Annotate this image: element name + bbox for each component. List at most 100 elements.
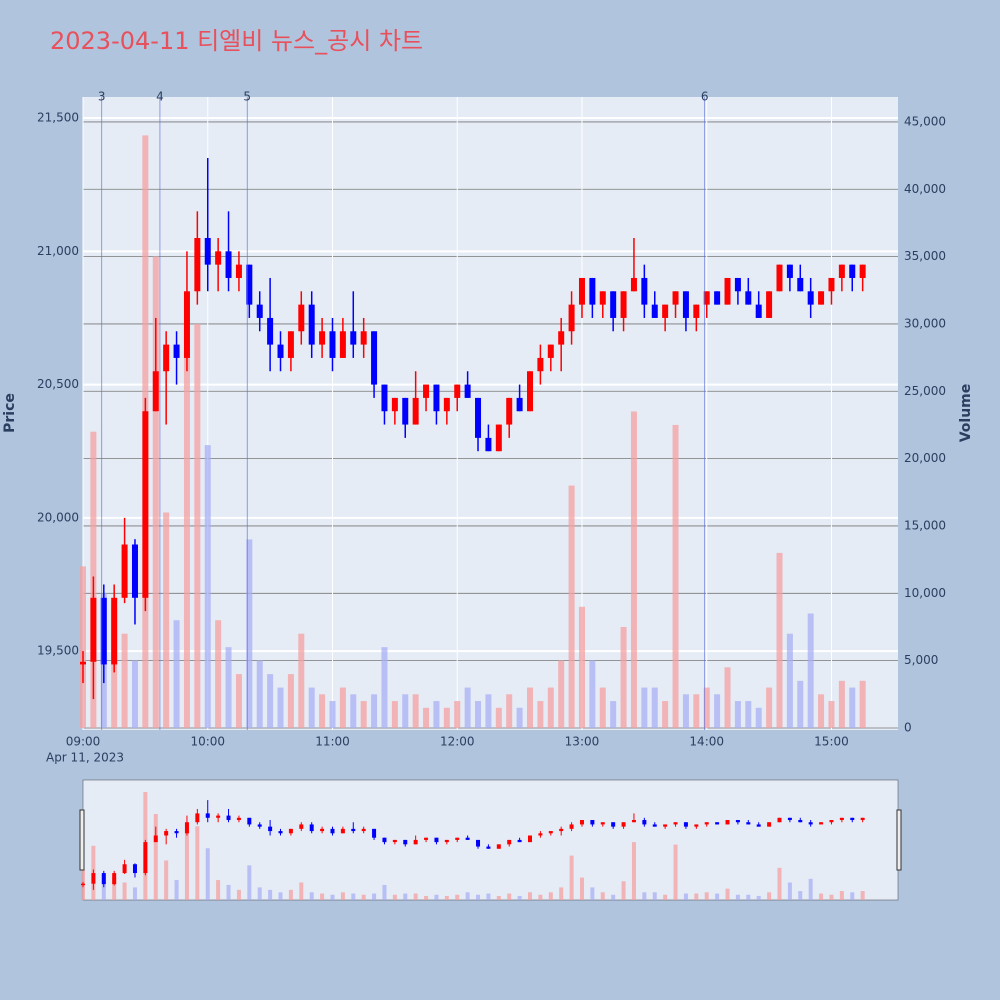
volume-bar <box>152 256 159 728</box>
volume-bar <box>350 694 357 728</box>
mini-volume-bar <box>631 842 636 900</box>
mini-candle-body <box>309 824 314 832</box>
mini-volume-bar <box>704 892 709 900</box>
mini-volume-bar <box>673 844 678 900</box>
mini-candle-body <box>579 820 584 825</box>
volume-bar <box>610 701 617 728</box>
mini-candle-body <box>361 828 366 832</box>
candle-body <box>485 437 492 452</box>
volume-bar <box>651 687 658 728</box>
mini-volume-bar <box>299 882 304 900</box>
mini-candle-body <box>787 817 792 821</box>
range-slider[interactable] <box>82 779 899 901</box>
mini-volume-bar <box>590 887 595 900</box>
candle-body <box>267 317 274 345</box>
mini-volume-bar <box>444 895 449 900</box>
candle-body <box>506 397 513 425</box>
candle-body <box>277 344 284 358</box>
y-tick-label: 19,500 <box>37 644 79 658</box>
mini-candle-body <box>195 813 200 823</box>
mini-volume-bar <box>382 884 387 900</box>
mini-candle-body <box>600 822 605 825</box>
mini-volume-bar <box>184 831 189 900</box>
mini-volume-bar <box>236 889 241 900</box>
candle-body <box>703 291 710 305</box>
mini-volume-bar <box>392 894 397 900</box>
volume-bar <box>443 707 450 728</box>
mini-volume-bar <box>486 893 491 900</box>
y2-tick-label: 45,000 <box>904 114 946 128</box>
mini-candle-body <box>808 822 813 825</box>
candle-body <box>693 304 700 318</box>
candle-body <box>163 344 170 372</box>
volume-bar <box>506 694 513 728</box>
volume-bar <box>672 424 679 728</box>
volume-bar <box>454 701 461 728</box>
mini-candle-body <box>257 824 262 827</box>
mini-candle-body <box>205 813 210 818</box>
mini-volume-bar <box>507 893 512 900</box>
candle-body <box>329 331 336 358</box>
mini-volume-bar <box>559 887 564 900</box>
mini-volume-bar <box>112 877 117 900</box>
volume-bar <box>807 613 814 728</box>
candle-body <box>308 304 315 345</box>
candle-body <box>464 384 471 398</box>
volume-bar <box>724 667 731 728</box>
volume-bar <box>287 674 294 728</box>
range-handle[interactable] <box>79 809 85 871</box>
volume-bar <box>838 680 845 728</box>
y2-tick-label: 5,000 <box>904 653 938 667</box>
volume-bar <box>818 694 825 728</box>
candle-body <box>381 384 388 412</box>
mini-candle-body <box>517 839 522 843</box>
mini-candle-body <box>122 864 127 874</box>
volume-bar <box>204 445 211 728</box>
x-tick-label: 10:00 <box>190 735 225 749</box>
y2-tick-label: 15,000 <box>904 518 946 532</box>
mini-candle-body <box>434 837 439 843</box>
range-handle[interactable] <box>896 809 902 871</box>
mini-volume-bar <box>600 892 605 900</box>
volume-bar <box>329 701 336 728</box>
volume-bar <box>267 674 274 728</box>
mini-candle-body <box>351 828 356 832</box>
mini-volume-bar <box>268 889 273 900</box>
volume-bar <box>412 694 419 728</box>
mini-candle-body <box>247 817 252 825</box>
mini-volume-bar <box>548 892 553 900</box>
volume-bar <box>80 566 86 728</box>
mini-volume-bar <box>455 894 460 900</box>
y-tick-label: 21,000 <box>37 244 79 258</box>
mini-candle-body <box>507 839 512 845</box>
mini-candle-body <box>382 837 387 843</box>
candle-body <box>568 304 575 332</box>
mini-candle-body <box>683 822 688 827</box>
mini-candle-body <box>829 820 834 823</box>
mini-volume-bar <box>434 894 439 900</box>
x-tick-label: 14:00 <box>689 735 724 749</box>
mini-volume-bar <box>652 892 657 900</box>
mini-candle-body <box>767 822 772 827</box>
mini-volume-bar <box>424 895 429 900</box>
volume-bar <box>225 647 232 728</box>
candle-body <box>807 291 814 305</box>
candle-body <box>443 397 450 412</box>
x-tick-label: 12:00 <box>440 735 475 749</box>
candle-body <box>828 277 835 292</box>
mini-candle-body <box>725 820 730 825</box>
mini-candle-body <box>81 883 85 886</box>
volume-bar <box>714 694 721 728</box>
candle-body <box>402 397 409 425</box>
mini-candle-body <box>101 873 106 885</box>
candle-body <box>589 277 596 305</box>
mini-candle-body <box>631 820 636 823</box>
mini-candle-body <box>569 824 574 829</box>
volume-bar <box>662 701 669 728</box>
candle-body <box>620 291 627 318</box>
volume-bar <box>547 687 554 728</box>
mini-volume-bar <box>309 892 314 900</box>
annotation-label: 4 <box>156 90 164 104</box>
mini-candle-body <box>132 864 137 874</box>
mini-candle-body <box>715 822 720 825</box>
